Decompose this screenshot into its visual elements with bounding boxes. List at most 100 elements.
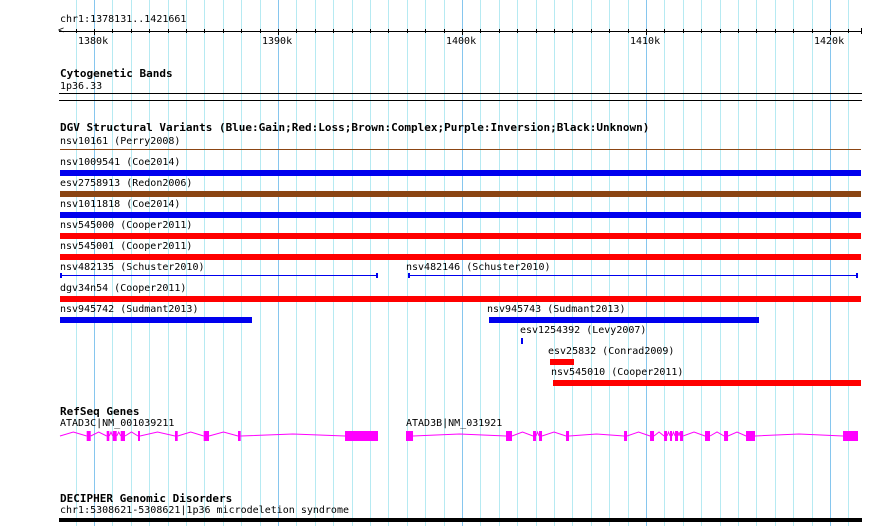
- intron-line: [108, 430, 114, 437]
- grid-line: [315, 0, 316, 526]
- variant-label[interactable]: nsv945742 (Sudmant2013): [60, 304, 199, 315]
- ruler-tick-label: 1400k: [446, 36, 477, 47]
- ruler-tick: [186, 29, 187, 33]
- intron-line: [709, 431, 725, 437]
- variant-label[interactable]: esv25832 (Conrad2009): [548, 346, 675, 357]
- variant-label[interactable]: nsv482135 (Schuster2010): [60, 262, 205, 273]
- dgv-title: DGV Structural Variants (Blue:Gain;Red:L…: [60, 121, 650, 134]
- grid-line: [480, 0, 481, 526]
- variant-bar[interactable]: [59, 233, 861, 239]
- variant-label[interactable]: nsv545010 (Cooper2011): [551, 367, 684, 378]
- ruler-tick: [296, 29, 297, 33]
- intron-line: [682, 431, 706, 437]
- variant-bar[interactable]: [59, 212, 861, 218]
- ruler-tick: [517, 29, 518, 33]
- ruler-tick: [793, 29, 794, 33]
- gene-model[interactable]: [0, 425, 890, 449]
- grid-line: [407, 0, 408, 526]
- variant-bar[interactable]: [59, 296, 861, 302]
- grid-line: [131, 0, 132, 526]
- ruler-end-tick: [861, 28, 862, 34]
- ruler-tick: [591, 29, 592, 33]
- variant-label[interactable]: nsv482146 (Schuster2010): [406, 262, 551, 273]
- grid-line: [223, 0, 224, 526]
- decipher-feature-bar[interactable]: [59, 518, 862, 522]
- ruler-tick: [388, 29, 389, 33]
- variant-label[interactable]: dgv34n54 (Cooper2011): [60, 283, 187, 294]
- ruler-tick: [370, 29, 371, 33]
- gene-model[interactable]: [0, 425, 890, 449]
- grid-line: [609, 0, 610, 526]
- exon-block: [566, 431, 570, 441]
- grid-line: [168, 0, 169, 526]
- grid-line: [76, 0, 77, 526]
- grid-line: [848, 0, 849, 526]
- decipher-label: chr1:5308621-5308621|1p36 microdeletion …: [60, 505, 349, 516]
- grid-line: [683, 0, 684, 526]
- scroll-left-arrow-icon[interactable]: <: [58, 25, 65, 36]
- variant-label[interactable]: nsv545000 (Cooper2011): [60, 220, 193, 231]
- variant-label[interactable]: nsv1011818 (Coe2014): [60, 199, 181, 210]
- exon-block: [345, 431, 379, 441]
- variant-bar[interactable]: [59, 317, 252, 323]
- intron-line: [139, 431, 176, 437]
- cytoband-bottom-line: [59, 100, 862, 101]
- ruler-tick: [149, 29, 150, 33]
- ruler-axis[interactable]: [59, 31, 862, 32]
- variant-label[interactable]: esv1254392 (Levy2007): [520, 325, 647, 336]
- variant-label[interactable]: nsv1009541 (Coe2014): [60, 157, 181, 168]
- variant-label[interactable]: nsv545001 (Cooper2011): [60, 241, 193, 252]
- ruler-tick: [278, 29, 279, 35]
- variant-end-cap: [376, 273, 378, 278]
- grid-line: [701, 0, 702, 526]
- variant-bar[interactable]: [59, 191, 861, 197]
- exon-block: [174, 431, 178, 441]
- variant-label[interactable]: nsv945743 (Sudmant2013): [487, 304, 626, 315]
- intron-line: [666, 430, 671, 437]
- cytoband-top-line: [59, 93, 862, 94]
- grid-line: [112, 0, 113, 526]
- intron-line: [754, 433, 844, 437]
- exon-block: [506, 431, 513, 441]
- ruler-tick: [204, 29, 205, 33]
- intron-line: [511, 431, 534, 437]
- exon-block: [203, 431, 209, 441]
- variant-bar[interactable]: [407, 275, 858, 276]
- variant-bar[interactable]: [488, 317, 759, 323]
- cytobands-title: Cytogenetic Bands: [60, 67, 173, 80]
- variant-bar[interactable]: [553, 380, 861, 386]
- intron-line: [626, 431, 651, 437]
- intron-line: [240, 433, 346, 437]
- grid-line: [536, 0, 537, 526]
- variant-bar[interactable]: [59, 149, 861, 150]
- variant-bar[interactable]: [59, 275, 378, 276]
- gene-label[interactable]: ATAD3B|NM_031921: [406, 418, 503, 429]
- exon-block: [680, 431, 684, 441]
- region-label: chr1:1378131..1421661: [60, 14, 187, 25]
- variant-label[interactable]: esv2758913 (Redon2006): [60, 178, 193, 189]
- grid-line: [591, 0, 592, 526]
- variant-label[interactable]: nsv10161 (Perry2008): [60, 136, 181, 147]
- exon-block: [746, 431, 756, 441]
- exon-block: [675, 431, 679, 441]
- grid-line: [812, 0, 813, 526]
- ruler-tick: [720, 29, 721, 33]
- ruler-tick: [223, 29, 224, 33]
- grid-line: [149, 0, 150, 526]
- grid-line: [241, 0, 242, 526]
- intron-line: [124, 431, 139, 437]
- variant-bar[interactable]: [59, 170, 861, 176]
- grid-line: [756, 0, 757, 526]
- variant-bar[interactable]: [550, 359, 574, 365]
- exon-block: [120, 431, 126, 441]
- variant-bar[interactable]: [59, 254, 861, 260]
- ruler-tick-label: 1390k: [262, 36, 293, 47]
- variant-bar[interactable]: [521, 338, 523, 344]
- gene-label[interactable]: ATAD3C|NM_001039211: [60, 418, 175, 429]
- grid-line: [628, 0, 629, 526]
- exon-block: [650, 431, 655, 441]
- ruler-tick: [76, 29, 77, 33]
- ruler-tick: [444, 29, 445, 33]
- grid-line: [444, 0, 445, 526]
- ruler-tick: [480, 29, 481, 33]
